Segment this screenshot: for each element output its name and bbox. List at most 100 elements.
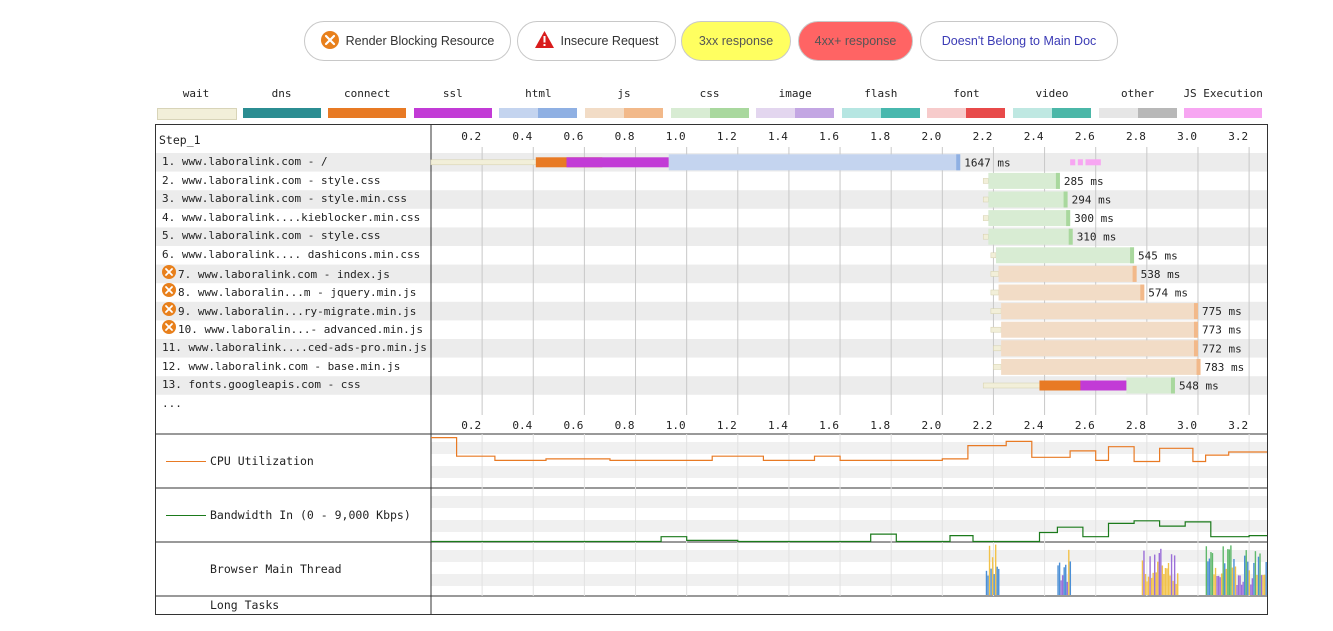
request-row-label[interactable]: 7. www.laboralink.com - index.js [162,264,390,283]
tick-label: 3.0 [1177,130,1197,143]
request-bar-download [956,154,961,171]
tick-label-bottom: 0.6 [564,419,584,432]
request-row-text: 1. www.laboralink.com - / [162,155,328,168]
request-bar-download [1193,321,1198,338]
main-thread-activity [1257,556,1260,595]
request-row-label[interactable]: 4. www.laboralink....kieblocker.min.css [162,209,420,227]
key-swatch [927,108,1006,118]
legend-button-3[interactable]: 4xx+ response [798,21,913,61]
request-row-label[interactable]: 3. www.laboralink.com - style.min.css [162,190,407,208]
request-time: 783 ms [1205,361,1245,374]
key-swatch [157,108,237,120]
tick-label-bottom: 2.4 [1024,419,1044,432]
request-bar [998,284,1145,301]
row-stripe [156,301,1267,321]
key-swatch [756,108,835,118]
main-thread-activity [988,545,991,595]
key-wait: wait [155,86,237,120]
js-execution-mark [1070,159,1076,166]
key-label: wait [182,87,210,100]
main-thread-activity [985,570,988,595]
main-thread-activity [1250,584,1252,595]
legend-button-label: Insecure Request [560,34,659,48]
legend-button-2[interactable]: 3xx response [681,21,791,61]
request-row-label[interactable]: 12. www.laboralink.com - base.min.js [162,358,400,376]
legend-button-1[interactable]: Insecure Request [517,21,676,61]
request-row-label[interactable]: 6. www.laboralink.... dashicons.min.css [162,246,420,264]
main-thread-activity [1253,562,1255,595]
key-swatch [328,108,407,118]
request-bar [988,210,1071,227]
render-blocking-icon [162,301,176,322]
main-thread-activity [1147,576,1150,595]
wait-bar [982,215,989,221]
request-time: 310 ms [1077,231,1117,244]
wait-bar [990,271,999,277]
tick-label-bottom: 1.6 [819,419,839,432]
request-row-label[interactable]: 11. www.laboralink....ced-ads-pro.min.js [162,339,427,357]
main-thread-activity [1066,581,1068,595]
key-swatch [1013,108,1091,118]
main-thread-activity [1153,554,1156,595]
main-thread-activity [1063,567,1065,595]
legend-button-0[interactable]: Render Blocking Resource [304,21,511,61]
ssl-bar [566,157,669,168]
main-thread-activity [1170,554,1173,595]
key-image: image [754,86,836,118]
row-stripe [156,339,1267,358]
key-swatch [413,108,492,118]
main-thread-activity [1207,561,1209,595]
request-bar [1001,303,1198,320]
main-thread-label: Browser Main Thread [210,562,342,576]
request-time: 1647 ms [964,156,1010,169]
tick-label-bottom: 2.2 [973,419,993,432]
tick-label: 2.0 [921,130,941,143]
request-bar-download [1055,172,1060,189]
waterfall-chart: Step_1 0.2 0.2 0.4 0.4 0.6 0.6 0.8 0.8 1.0 1.0 1.2… [155,124,1268,615]
request-bar-download [1140,284,1145,301]
legend-button-4[interactable]: Doesn't Belong to Main Doc [920,21,1118,61]
main-thread-activity [1217,575,1220,595]
main-thread-activity [996,566,998,595]
request-row-text: 13. fonts.googleapis.com - css [162,378,361,392]
request-bar [998,265,1137,282]
cpu-label: CPU Utilization [166,454,314,468]
main-thread-activity [1167,562,1170,595]
request-row-label[interactable]: 8. www.laboralin...m - jquery.min.js [162,283,416,301]
tick-label: 0.4 [512,130,532,143]
request-row-label[interactable]: 10. www.laboralin...- advanced.min.js [162,320,423,338]
key-ssl: ssl [412,86,494,118]
wait-bar [982,233,989,240]
main-thread-activity [1248,570,1250,595]
request-time: 538 ms [1141,268,1181,281]
key-swatch [841,108,920,118]
request-row-label[interactable]: 13. fonts.googleapis.com - css [162,376,361,394]
cpu-line [431,437,1267,463]
tick-label: 1.0 [666,130,686,143]
request-row-label[interactable]: 9. www.laboralin...ry-migrate.min.js [162,301,416,322]
request-row-label[interactable]: 5. www.laboralink.com - style.css [162,227,381,245]
key-swatch [670,108,749,118]
tick-label: 1.6 [819,130,839,143]
legend-toolbar: Render Blocking Resource Insecure Request… [0,21,1333,63]
panel-stripe [431,550,1267,562]
wait-bar [993,364,1002,370]
tick-label-bottom: 0.2 [461,419,481,432]
key-label: css [699,87,720,100]
main-thread-activity [1211,553,1214,595]
request-bar [988,191,1068,208]
request-row-text: 5. www.laboralink.com - style.css [162,229,381,243]
tick-label: 1.4 [768,130,788,143]
request-row-label[interactable]: 2. www.laboralink.com - style.css [162,172,381,190]
main-thread-activity [1242,581,1244,595]
main-thread-activity [1228,549,1231,595]
tick-label-bottom: 0.4 [512,419,532,432]
request-time: 294 ms [1072,194,1112,207]
request-row-label[interactable]: 1. www.laboralink.com - / [162,153,328,171]
key-label: other [1121,87,1155,100]
bandwidth-legend-line [166,515,206,516]
main-thread-activity [1237,575,1240,595]
main-thread-activity [1173,555,1176,595]
more-requests[interactable]: ... [162,396,182,410]
request-time: 775 ms [1202,305,1242,318]
